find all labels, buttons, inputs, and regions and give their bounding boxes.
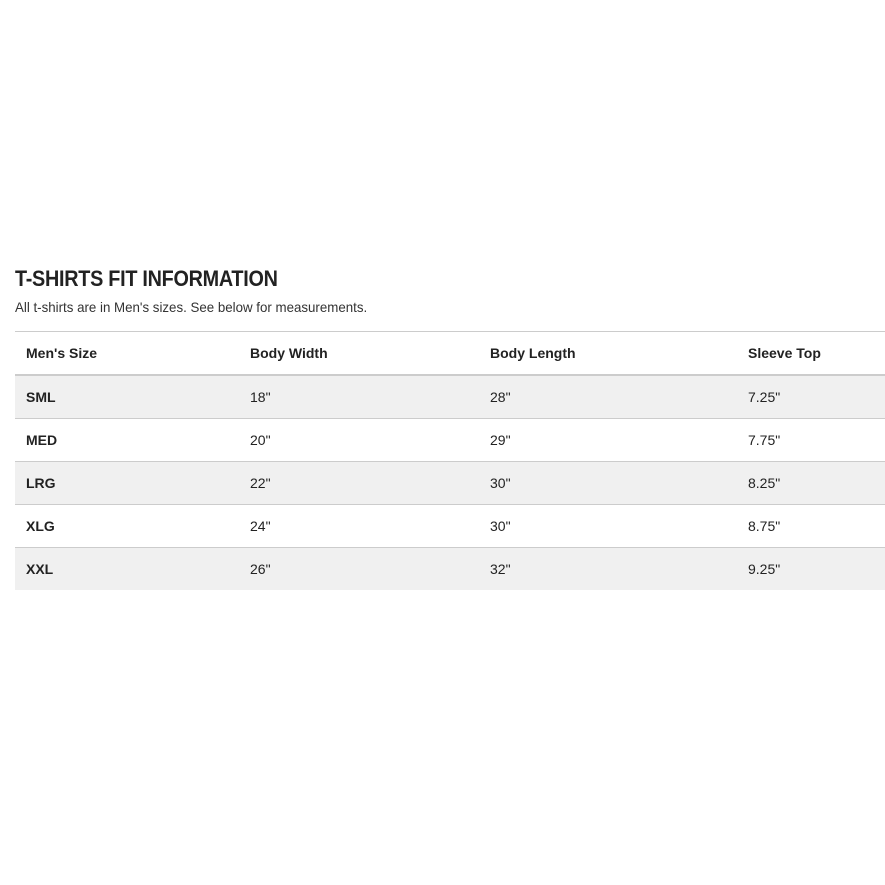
page-title: T-SHIRTS FIT INFORMATION	[15, 266, 278, 291]
body-width-cell: 24"	[250, 518, 271, 534]
table-row: LRG 22" 30" 8.25"	[15, 461, 885, 505]
sleeve-top-cell: 7.75"	[748, 432, 781, 448]
fit-table: Men's Size Body Width Body Length Sleeve…	[15, 331, 885, 590]
size-cell: SML	[26, 389, 56, 405]
body-length-cell: 32"	[490, 561, 511, 577]
page-subtitle: All t-shirts are in Men's sizes. See bel…	[15, 299, 368, 315]
header-mens-size: Men's Size	[26, 345, 98, 361]
body-length-cell: 30"	[490, 475, 511, 491]
body-width-cell: 22"	[250, 475, 271, 491]
size-cell: XXL	[26, 561, 54, 577]
table-row: MED 20" 29" 7.75"	[15, 419, 885, 462]
table-header-row: Men's Size Body Width Body Length Sleeve…	[15, 331, 885, 375]
header-body-width: Body Width	[250, 345, 328, 361]
body-length-cell: 28"	[490, 389, 511, 405]
size-cell: MED	[26, 432, 58, 448]
size-cell: XLG	[26, 518, 55, 534]
sleeve-top-cell: 9.25"	[748, 561, 781, 577]
body-length-cell: 29"	[490, 432, 511, 448]
header-body-length: Body Length	[490, 345, 576, 361]
body-length-cell: 30"	[490, 518, 511, 534]
body-width-cell: 26"	[250, 561, 271, 577]
table-row: SML 18" 28" 7.25"	[15, 375, 885, 419]
sleeve-top-cell: 8.75"	[748, 518, 781, 534]
table-row: XLG 24" 30" 8.75"	[15, 505, 885, 548]
sleeve-top-cell: 8.25"	[748, 475, 781, 491]
body-width-cell: 18"	[250, 389, 271, 405]
body-width-cell: 20"	[250, 432, 271, 448]
table-row: XXL 26" 32" 9.25"	[15, 547, 885, 590]
sleeve-top-cell: 7.25"	[748, 389, 781, 405]
header-sleeve-top: Sleeve Top	[748, 345, 821, 361]
size-cell: LRG	[26, 475, 56, 491]
